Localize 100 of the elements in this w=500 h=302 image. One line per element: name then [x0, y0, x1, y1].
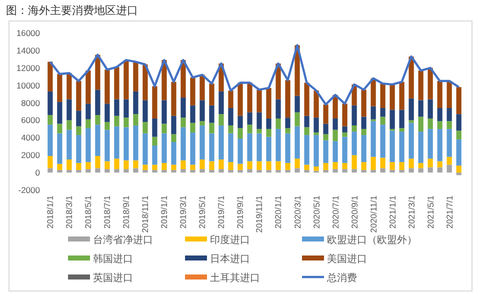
x-tick-label: 2021/5/1: [425, 195, 436, 229]
bar: [276, 170, 281, 173]
bar: [104, 161, 110, 170]
bar: [209, 84, 214, 106]
bar: [162, 170, 167, 173]
bar: [437, 128, 442, 162]
bar: [370, 156, 376, 170]
x-tick-label: 2021/3/1: [406, 195, 416, 229]
bar: [66, 99, 72, 120]
bar: [352, 132, 357, 156]
bar: [314, 132, 319, 136]
bar: [342, 126, 348, 132]
bar: [323, 104, 328, 124]
bar: [142, 133, 148, 165]
bar: [352, 105, 357, 126]
bar: [342, 169, 348, 173]
bar: [133, 114, 138, 126]
bar: [370, 106, 376, 120]
bar: [428, 128, 433, 159]
bar: [399, 132, 404, 162]
x-tick-label: 2019/3/1: [178, 195, 188, 229]
x-tick-label: 2019/5/1: [197, 195, 208, 229]
bar: [209, 133, 214, 162]
bar: [180, 169, 186, 173]
bar: [86, 119, 91, 128]
bar: [266, 118, 272, 129]
bar: [276, 161, 281, 170]
x-tick-label: 2019/11/1: [254, 195, 264, 233]
bar: [314, 90, 319, 118]
bar: [48, 168, 53, 173]
bar: [342, 104, 348, 126]
bar: [104, 70, 110, 104]
bar: [238, 128, 243, 139]
bar: [104, 104, 110, 122]
bar: [304, 135, 310, 165]
bar: [124, 99, 129, 118]
bar: [314, 166, 319, 171]
bar: [456, 130, 462, 140]
y-tick-label: -2000: [18, 185, 40, 195]
bar: [304, 164, 310, 170]
x-tick-label: 2020/9/1: [349, 195, 360, 229]
bar: [332, 169, 338, 173]
bar: [48, 114, 53, 125]
bar: [332, 118, 338, 130]
bar: [190, 170, 196, 173]
bar: [294, 126, 300, 159]
bar: [57, 102, 62, 124]
bar: [171, 134, 176, 142]
bar: [48, 91, 53, 115]
bar: [171, 170, 176, 173]
bar: [76, 126, 82, 136]
bar: [380, 158, 386, 168]
bar: [218, 169, 224, 173]
bar: [57, 124, 62, 134]
bar: [266, 136, 272, 162]
bar: [332, 130, 338, 142]
bar: [408, 168, 414, 173]
bar: [114, 99, 120, 116]
bar: [209, 161, 214, 170]
bar: [200, 169, 205, 173]
bar: [361, 90, 366, 117]
bar: [380, 108, 386, 117]
bar: [95, 156, 100, 168]
bar: [171, 164, 176, 170]
bar: [285, 170, 290, 173]
y-tick-label: 4000: [21, 132, 40, 143]
bar: [266, 170, 272, 173]
bar: [190, 77, 196, 106]
x-tick-label: 2019/1/1: [159, 195, 170, 229]
bar: [57, 164, 62, 170]
bar: [323, 124, 328, 134]
bar: [361, 128, 366, 136]
bar: [428, 118, 433, 129]
bar: [247, 124, 252, 134]
bar: [76, 135, 82, 163]
bar: [332, 141, 338, 162]
bar: [152, 146, 158, 165]
x-tick-label: 2018/5/1: [83, 195, 94, 229]
x-tick-label: 2020/1/1: [273, 195, 284, 229]
bar: [304, 127, 310, 136]
bar: [370, 78, 376, 106]
bar: [276, 99, 281, 118]
legend-label: 韩国进口: [93, 253, 133, 265]
bar: [285, 162, 290, 170]
bar: [209, 105, 214, 123]
bar: [152, 86, 158, 118]
bar: [314, 135, 319, 166]
bar: [247, 112, 252, 125]
bar: [342, 136, 348, 163]
bar: [332, 162, 338, 170]
bar: [418, 70, 424, 100]
bar: [256, 128, 262, 134]
bar: [294, 168, 300, 173]
bar: [200, 74, 205, 100]
bar: [314, 118, 319, 132]
bar: [352, 169, 357, 173]
bar: [437, 108, 442, 122]
bar: [399, 128, 404, 132]
bar: [190, 132, 196, 165]
bar: [190, 105, 196, 123]
